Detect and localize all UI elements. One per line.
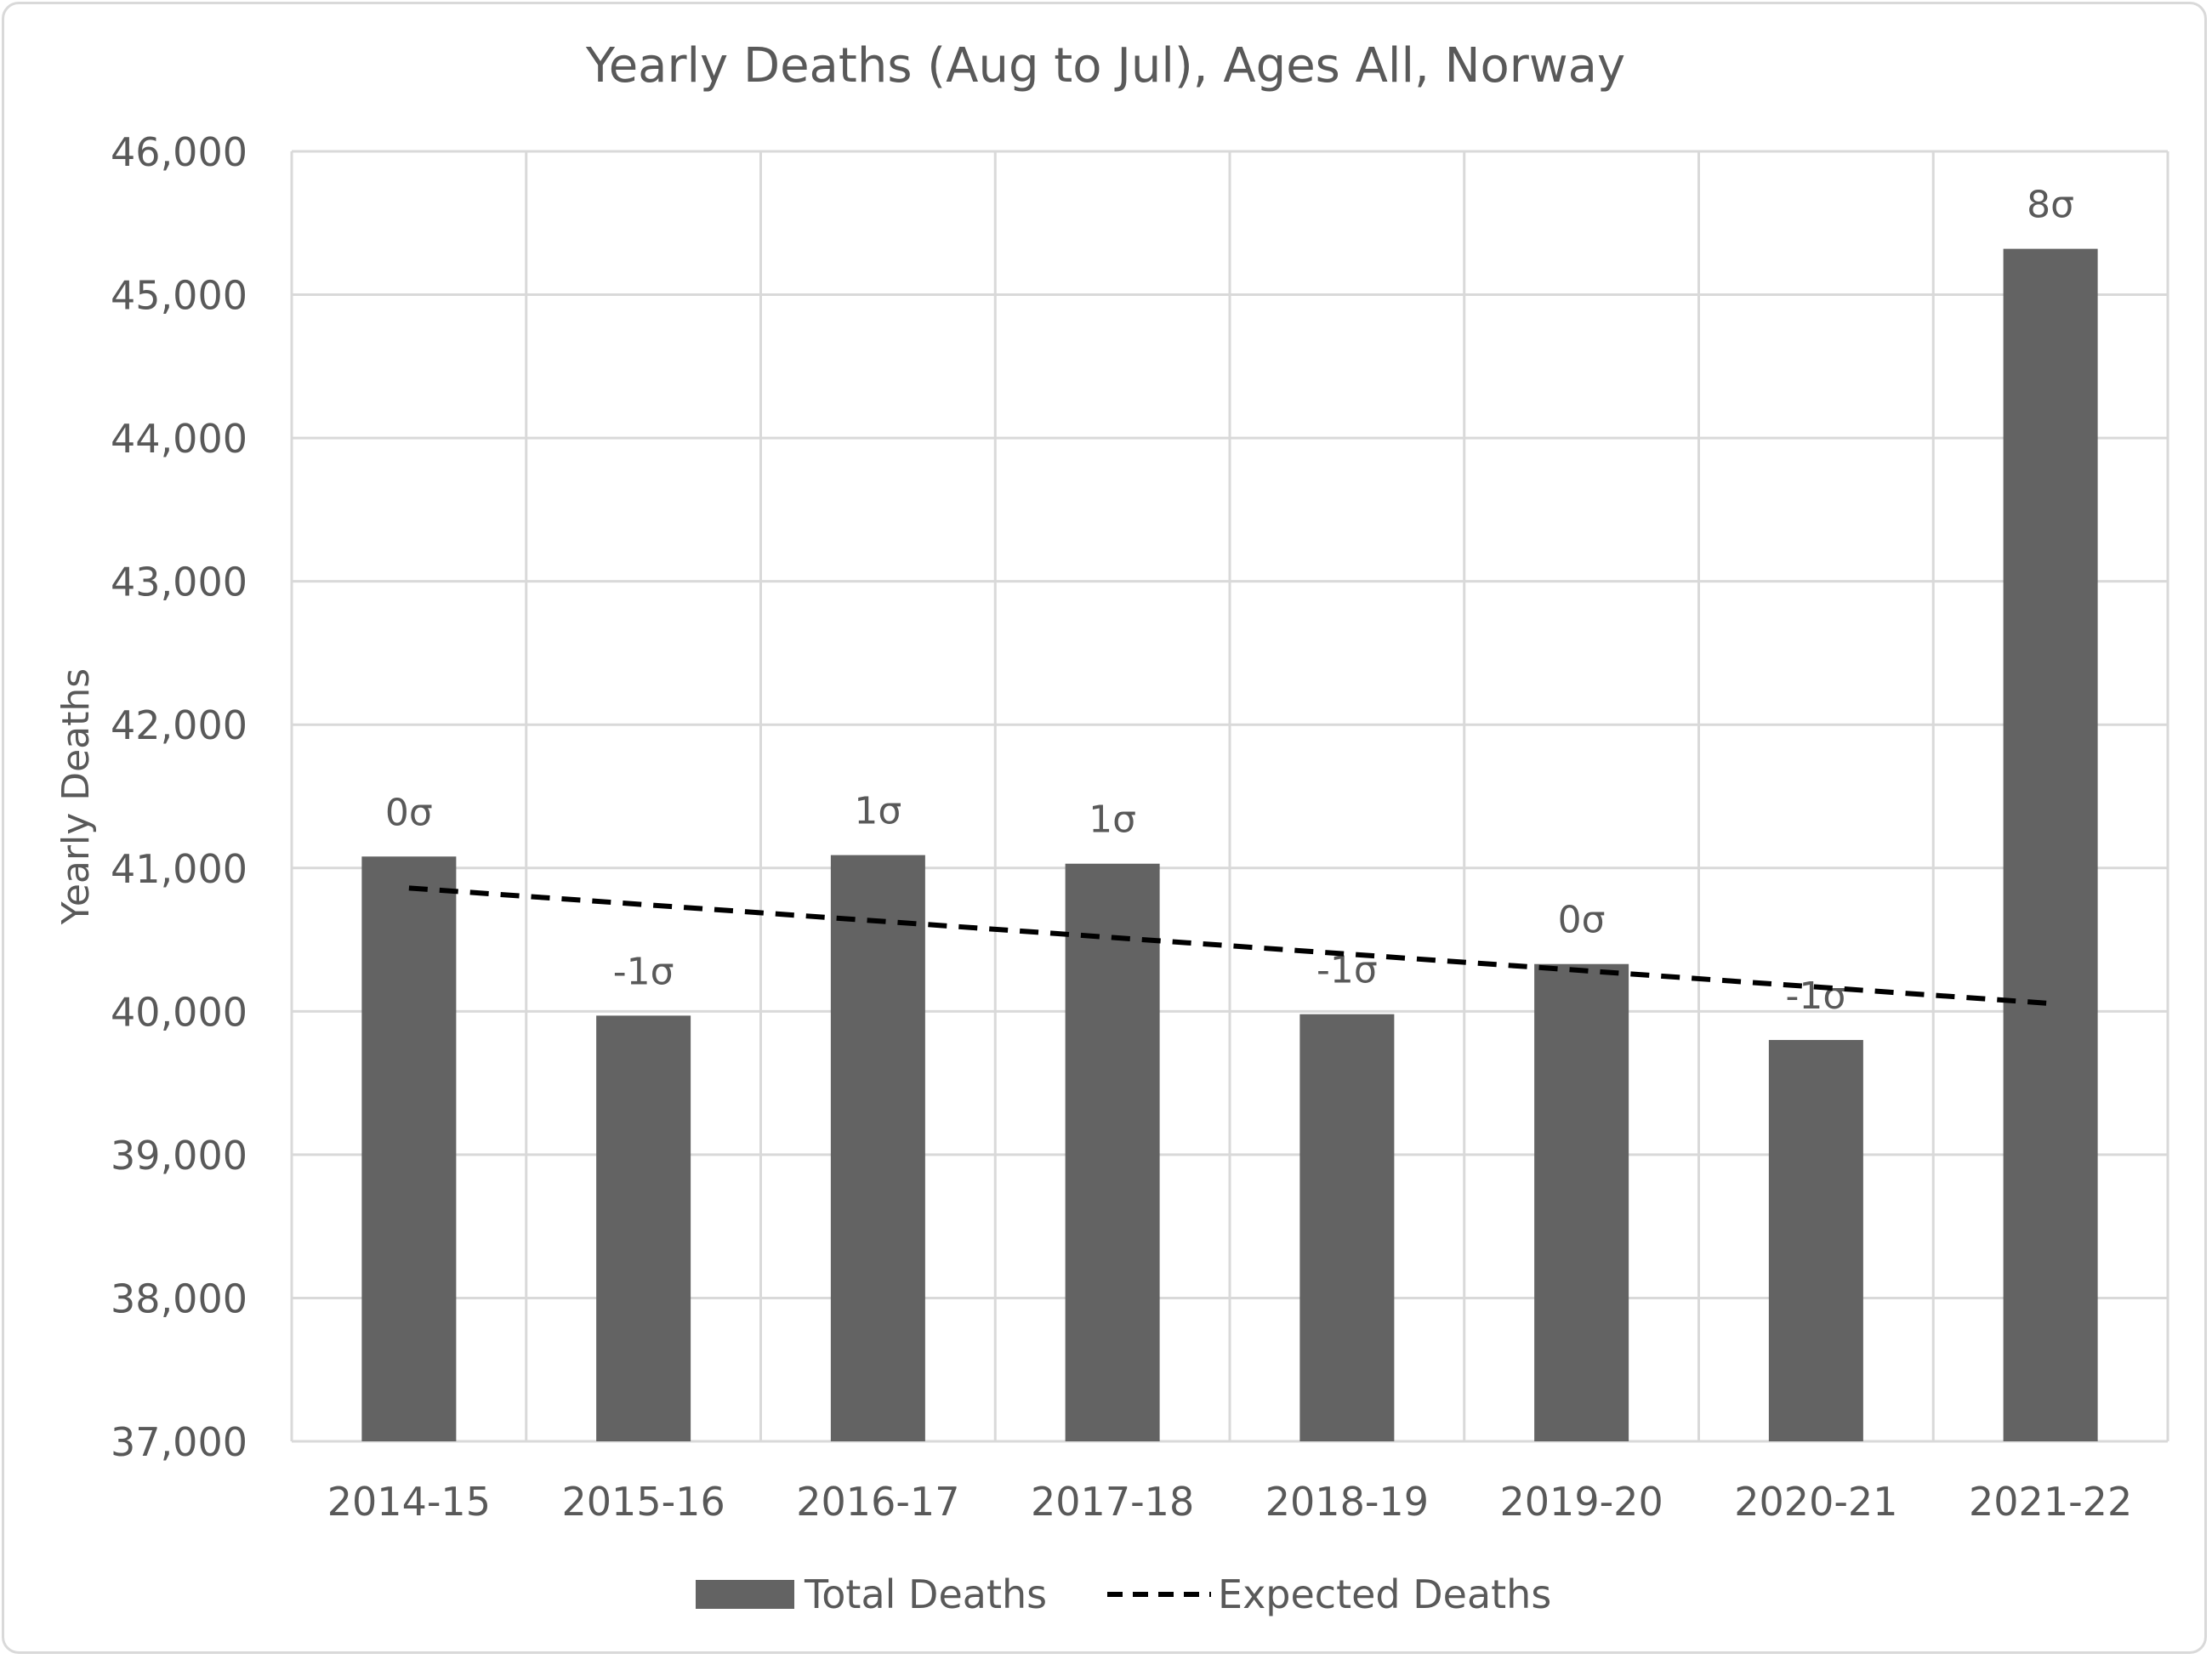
gridlines <box>290 150 2169 1443</box>
chart-title: Yearly Deaths (Aug to Jul), Ages All, No… <box>585 38 1625 94</box>
x-tick-label: 2017-18 <box>1031 1479 1194 1525</box>
y-tick-label: 40,000 <box>111 989 247 1035</box>
y-tick-label: 39,000 <box>111 1133 247 1179</box>
y-tick-label: 44,000 <box>111 416 247 462</box>
x-tick-label: 2015-16 <box>562 1479 725 1525</box>
bar-total-deaths <box>1768 1040 1863 1441</box>
bar-total-deaths <box>1065 863 1160 1441</box>
y-tick-labels: 37,000 38,000 39,000 40,000 41,000 42,000 43,0… <box>111 129 247 1465</box>
y-tick-label: 42,000 <box>111 702 247 748</box>
bar-total-deaths <box>596 1015 691 1441</box>
x-tick-label: 2014-15 <box>327 1479 491 1525</box>
bar-total-deaths <box>361 856 457 1441</box>
bar-data-label: -1σ <box>613 950 674 993</box>
x-tick-label: 2021-22 <box>1969 1479 2132 1525</box>
bar-total-deaths <box>830 855 925 1441</box>
x-tick-label: 2016-17 <box>796 1479 959 1525</box>
x-tick-label: 2019-20 <box>1500 1479 1663 1525</box>
y-axis-label: Yearly Deaths <box>54 668 98 925</box>
bar-total-deaths <box>1299 1014 1395 1441</box>
bar-data-label: 0σ <box>1558 899 1606 942</box>
legend-label-expected-deaths: Expected Deaths <box>1218 1571 1551 1617</box>
legend: Total Deaths Expected Deaths <box>696 1571 1551 1617</box>
y-tick-label: 45,000 <box>111 273 247 319</box>
x-tick-labels: 2014-15 2015-16 2016-17 2017-18 2018-19 2019-… <box>327 1479 2132 1525</box>
bar-data-label: -1σ <box>1785 974 1846 1018</box>
bar-data-label: 1σ <box>854 790 901 833</box>
x-tick-label: 2020-21 <box>1734 1479 1897 1525</box>
bars <box>361 248 2098 1441</box>
bar-data-label: 1σ <box>1089 798 1136 842</box>
bar-total-deaths <box>1534 963 1629 1441</box>
bar-data-label: 0σ <box>385 791 433 834</box>
legend-swatch-total-deaths <box>696 1580 794 1609</box>
legend-label-total-deaths: Total Deaths <box>804 1571 1047 1617</box>
bar-total-deaths <box>2003 248 2098 1441</box>
y-tick-label: 46,000 <box>111 129 247 175</box>
y-tick-label: 43,000 <box>111 560 247 605</box>
y-tick-label: 38,000 <box>111 1275 247 1321</box>
y-tick-label: 37,000 <box>111 1419 247 1465</box>
y-tick-label: 41,000 <box>111 846 247 892</box>
bar-data-label: 8σ <box>2027 184 2074 227</box>
x-tick-label: 2018-19 <box>1265 1479 1429 1525</box>
